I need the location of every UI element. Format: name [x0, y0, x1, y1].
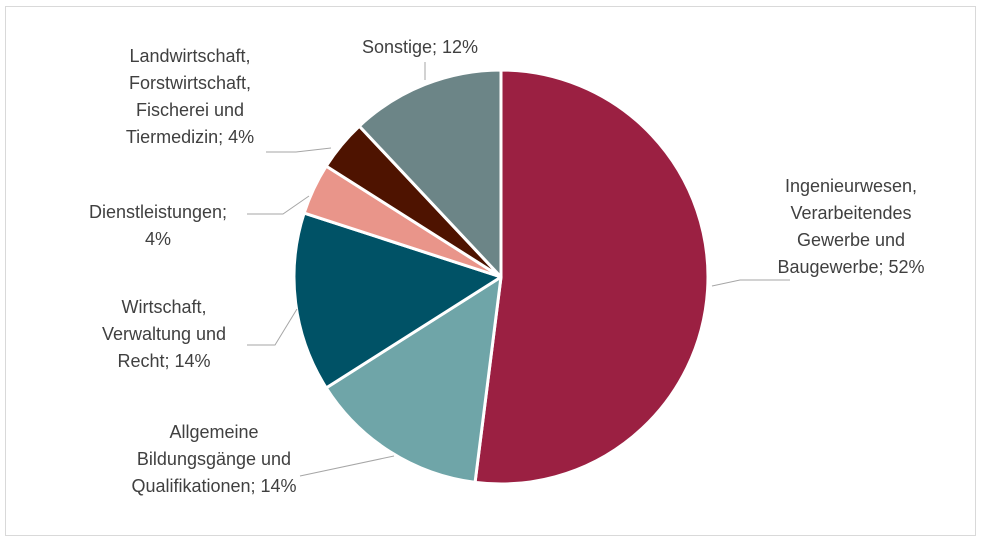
leader-line-5: [266, 147, 332, 153]
pie-slice-2: [324, 275, 503, 484]
slice-label-line: Sonstige; 12%: [362, 37, 478, 57]
leader-line-4: [247, 195, 310, 215]
slice-label-line: Bildungsgänge und: [137, 449, 291, 469]
slice-label-3: Wirtschaft, Verwaltung und Recht; 14%: [102, 297, 226, 371]
slice-labels: Ingenieurwesen, Verarbeitendes Gewerbe und…: [89, 37, 925, 496]
pie-slices: [292, 68, 710, 486]
slice-label-line: Ingenieurwesen,: [785, 176, 917, 196]
slice-label-line: Verarbeitendes: [790, 203, 911, 223]
pie-slice-1: [473, 68, 710, 486]
slice-label-line: Wirtschaft,: [121, 297, 206, 317]
slice-label-1: Ingenieurwesen, Verarbeitendes Gewerbe und…: [777, 176, 924, 277]
slice-label-6: Sonstige; 12%: [362, 37, 478, 57]
slice-label-line: Fischerei und: [136, 100, 244, 120]
pie-slice-3: [292, 211, 503, 390]
slice-label-2: Allgemeine Bildungsgänge und Qualifikation…: [131, 422, 296, 496]
leader-line-3: [247, 308, 298, 346]
slice-label-5: Landwirtschaft, Forstwirtschaft, Fischerei…: [126, 46, 254, 147]
slice-label-line: Tiermedizin; 4%: [126, 127, 254, 147]
pie-slice-6: [357, 68, 503, 279]
slice-label-line: Baugewerbe; 52%: [777, 257, 924, 277]
slice-label-4: Dienstleistungen; 4%: [89, 202, 227, 249]
slice-label-line: 4%: [145, 229, 171, 249]
slice-label-line: Landwirtschaft,: [129, 46, 250, 66]
slice-label-line: Qualifikationen; 14%: [131, 476, 296, 496]
slice-label-line: Forstwirtschaft,: [129, 73, 251, 93]
slice-label-line: Verwaltung und: [102, 324, 226, 344]
slice-label-line: Recht; 14%: [117, 351, 210, 371]
slice-label-line: Gewerbe und: [797, 230, 905, 250]
slice-label-line: Dienstleistungen;: [89, 202, 227, 222]
leader-lines: [247, 62, 790, 477]
leader-line-1: [711, 279, 790, 287]
leader-line-2: [299, 455, 395, 477]
slice-label-line: Allgemeine: [169, 422, 258, 442]
